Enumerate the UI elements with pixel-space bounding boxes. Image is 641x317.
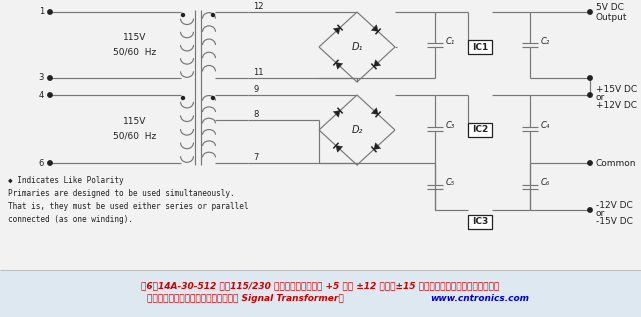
Polygon shape [333,28,340,34]
Text: 连接初级和次级侧绕组。（图片来源： Signal Transformer）: 连接初级和次级侧绕组。（图片来源： Signal Transformer） [147,294,344,303]
Polygon shape [336,62,343,69]
Text: +15V DC: +15V DC [596,86,637,94]
Text: connected (as one winding).: connected (as one winding). [8,215,133,224]
Text: Common: Common [596,158,637,167]
Text: Output: Output [596,14,628,23]
Polygon shape [374,60,381,66]
Text: or: or [596,209,605,217]
Text: 115V: 115V [123,34,147,42]
Text: 4: 4 [38,90,44,100]
Circle shape [48,10,52,14]
Text: IC2: IC2 [472,126,488,134]
Text: ◆ Indicates Like Polarity: ◆ Indicates Like Polarity [8,176,124,185]
Text: IC3: IC3 [472,217,488,227]
FancyBboxPatch shape [468,40,492,54]
Text: C₆: C₆ [541,178,550,187]
Text: C₅: C₅ [446,178,455,187]
Text: or: or [596,94,605,102]
Polygon shape [371,108,378,114]
Text: 5V DC: 5V DC [596,3,624,12]
Text: C₂: C₂ [541,36,550,46]
Text: Primaries are designed to be used simultaneously.: Primaries are designed to be used simult… [8,189,235,198]
Text: -12V DC: -12V DC [596,200,633,210]
Circle shape [588,93,592,97]
Text: C₃: C₃ [446,120,455,130]
Text: +12V DC: +12V DC [596,101,637,111]
Text: 11: 11 [253,68,263,77]
Circle shape [48,76,52,80]
Polygon shape [374,143,381,149]
Circle shape [48,161,52,165]
Text: 3: 3 [38,74,44,82]
Polygon shape [333,111,340,117]
Circle shape [48,93,52,97]
Polygon shape [371,25,378,31]
Text: www.cntronics.com: www.cntronics.com [430,294,529,303]
Text: 8: 8 [253,110,258,119]
Circle shape [212,96,215,100]
FancyBboxPatch shape [468,215,492,229]
Circle shape [181,96,185,100]
Text: C₄: C₄ [541,120,550,130]
Bar [0,270,641,317]
Text: That is, they must be used either series or parallel: That is, they must be used either series… [8,202,249,211]
Polygon shape [336,146,343,152]
Circle shape [212,14,215,16]
Text: 7: 7 [253,153,258,162]
Text: D₁: D₁ [351,42,363,52]
Text: D₂: D₂ [351,125,363,135]
Text: 12: 12 [253,2,263,11]
Text: 50/60  Hz: 50/60 Hz [113,48,156,56]
Circle shape [588,76,592,80]
Text: 1: 1 [38,8,44,16]
FancyBboxPatch shape [468,123,492,137]
Text: 115V: 115V [123,118,147,126]
Text: -15V DC: -15V DC [596,217,633,225]
Circle shape [588,161,592,165]
Circle shape [181,14,185,16]
Text: IC1: IC1 [472,42,488,51]
Text: 9: 9 [253,85,258,94]
Circle shape [588,10,592,14]
Text: 6: 6 [38,158,44,167]
Text: 图6：14A-30-512 采用115/230 伏输入电压，适用于 +5 伏或 ±12 伏直流±15 伏直流电源，具体取决于用户如何: 图6：14A-30-512 采用115/230 伏输入电压，适用于 +5 伏或 … [141,281,499,290]
Text: C₁: C₁ [446,36,455,46]
Text: 50/60  Hz: 50/60 Hz [113,132,156,140]
Circle shape [588,208,592,212]
